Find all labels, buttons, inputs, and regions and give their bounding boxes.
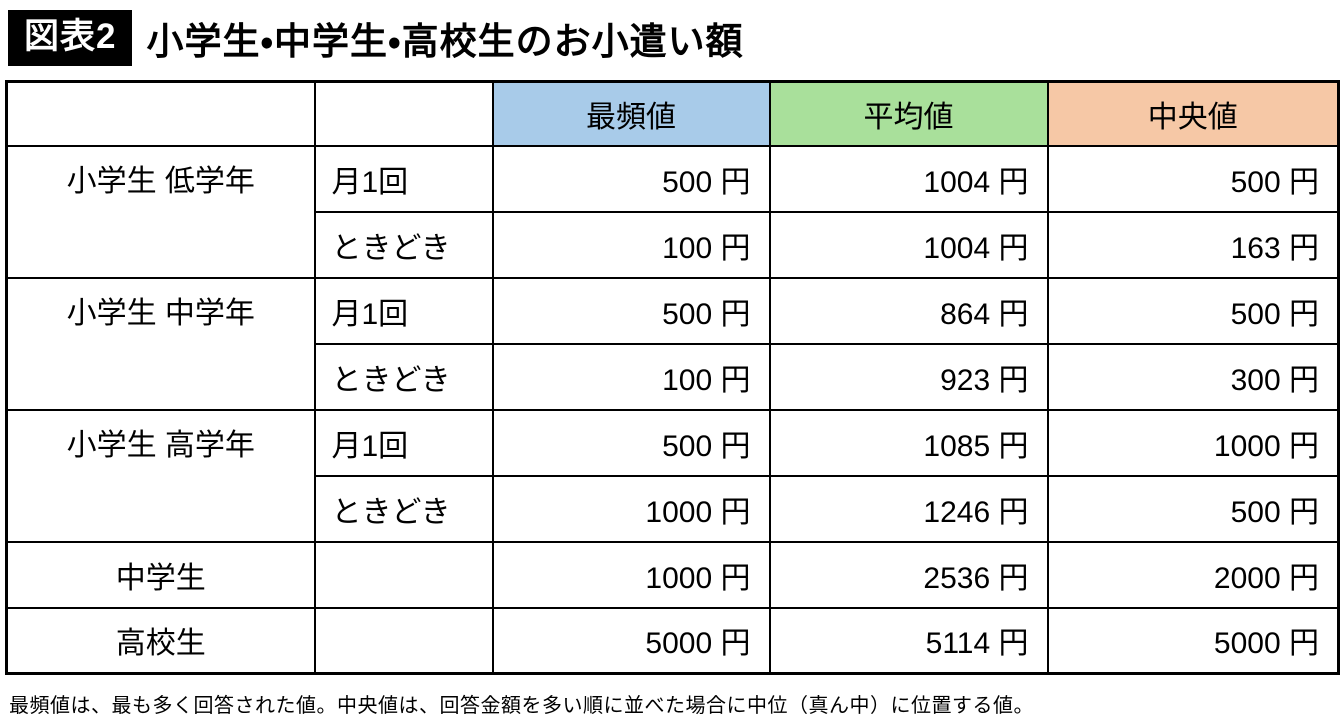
cell-median-value: 5000 円 — [1046, 606, 1340, 675]
cell-mean-value: 1004 円 — [768, 210, 1049, 279]
cell-frequency-empty — [313, 606, 494, 675]
cell-frequency: 月1回 — [313, 276, 494, 345]
cell-median-value: 1000 円 — [1046, 408, 1340, 477]
allowance-table: 最頻値 平均値 中央値 小学生 低学年 月1回 500 円 1004 円 500… — [5, 80, 1340, 675]
cell-group-elementary-lower: 小学生 低学年 — [5, 144, 316, 279]
cell-frequency: ときどき — [313, 210, 494, 279]
cell-frequency: 月1回 — [313, 408, 494, 477]
cell-mean-value: 1246 円 — [768, 474, 1049, 543]
cell-median-value: 500 円 — [1046, 276, 1340, 345]
table-header-row: 最頻値 平均値 中央値 — [5, 80, 1340, 147]
cell-mean-value: 5114 円 — [768, 606, 1049, 675]
cell-mean-value: 923 円 — [768, 342, 1049, 411]
cell-mode-value: 500 円 — [491, 276, 771, 345]
cell-mean-value: 2536 円 — [768, 540, 1049, 609]
cell-group-elementary-middle: 小学生 中学年 — [5, 276, 316, 411]
group-label: 小学生 高学年 — [66, 428, 255, 462]
table-row: 高校生 5000 円 5114 円 5000 円 — [5, 606, 1340, 675]
cell-mode-value: 1000 円 — [491, 540, 771, 609]
header-empty-frequency — [313, 80, 494, 147]
cell-median-value: 300 円 — [1046, 342, 1340, 411]
cell-frequency-empty — [313, 540, 494, 609]
figure-number-badge: 図表2 — [8, 10, 133, 66]
cell-mean-value: 1004 円 — [768, 144, 1049, 213]
cell-mode-value: 500 円 — [491, 144, 771, 213]
header-median: 中央値 — [1046, 80, 1340, 147]
table-row: 小学生 低学年 月1回 500 円 1004 円 500 円 — [5, 144, 1340, 279]
table-row: ときどき 100 円 1004 円 163 円 — [7, 210, 1340, 279]
cell-median-value: 500 円 — [1046, 144, 1340, 213]
cell-group-elementary-upper: 小学生 高学年 — [5, 408, 316, 543]
cell-mode-value: 100 円 — [491, 342, 771, 411]
group-label: 小学生 中学年 — [66, 296, 255, 330]
table-row: 中学生 1000 円 2536 円 2000 円 — [5, 540, 1340, 609]
cell-mode-value: 500 円 — [491, 408, 771, 477]
table-row: ときどき 1000 円 1246 円 500 円 — [7, 474, 1340, 543]
footnote: 最頻値は、最も多く回答された値。中央値は、回答金額を多い順に並べた場合に中位（真… — [9, 695, 1034, 717]
table-row: 小学生 高学年 月1回 500 円 1085 円 1000 円 — [5, 408, 1340, 543]
cell-mean-value: 864 円 — [768, 276, 1049, 345]
cell-median-value: 2000 円 — [1046, 540, 1340, 609]
cell-group-junior-high: 中学生 — [5, 540, 316, 609]
cell-median-value: 163 円 — [1046, 210, 1340, 279]
cell-median-value: 500 円 — [1046, 474, 1340, 543]
table-row: ときどき 100 円 923 円 300 円 — [7, 342, 1340, 411]
header-mean: 平均値 — [768, 80, 1049, 147]
header-empty-group — [5, 80, 316, 147]
cell-frequency: ときどき — [313, 474, 494, 543]
cell-mode-value: 1000 円 — [491, 474, 771, 543]
cell-frequency: ときどき — [313, 342, 494, 411]
cell-frequency: 月1回 — [313, 144, 494, 213]
table-row: 小学生 中学年 月1回 500 円 864 円 500 円 — [5, 276, 1340, 411]
cell-mean-value: 1085 円 — [768, 408, 1049, 477]
group-label: 小学生 低学年 — [66, 164, 255, 198]
figure-title-row: 図表2 小学生・中学生・高校生のお小遣い額 — [5, 8, 1338, 68]
figure-title: 小学生・中学生・高校生のお小遣い額 — [146, 21, 744, 62]
cell-group-high-school: 高校生 — [5, 606, 316, 675]
cell-mode-value: 5000 円 — [491, 606, 771, 675]
header-mode: 最頻値 — [491, 80, 771, 147]
cell-mode-value: 100 円 — [491, 210, 771, 279]
